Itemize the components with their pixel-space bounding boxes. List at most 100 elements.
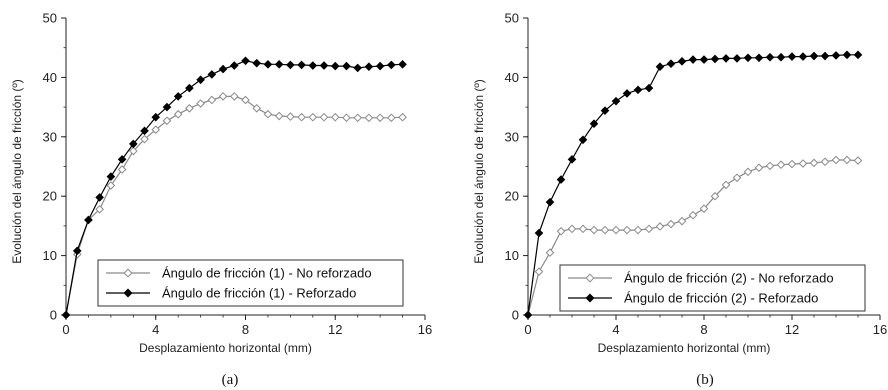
data-point bbox=[129, 146, 138, 156]
x-tick-label: 16 bbox=[418, 322, 432, 337]
legend-box bbox=[97, 259, 404, 307]
data-point bbox=[523, 310, 533, 320]
legend: Ángulo de fricción (2) - No reforzado Áng… bbox=[559, 264, 866, 312]
data-point bbox=[556, 226, 566, 236]
data-point bbox=[666, 219, 676, 229]
data-point bbox=[633, 85, 643, 95]
legend-marker bbox=[585, 273, 595, 283]
data-point bbox=[353, 113, 362, 123]
data-point bbox=[207, 70, 217, 79]
y-tick-label: 50 bbox=[43, 11, 57, 26]
data-point bbox=[173, 92, 183, 101]
legend-box bbox=[559, 264, 866, 312]
data-point bbox=[666, 59, 676, 69]
series-2 bbox=[61, 56, 407, 320]
data-point bbox=[218, 92, 228, 101]
data-point bbox=[95, 204, 104, 214]
data-point bbox=[567, 224, 577, 234]
data-point bbox=[732, 54, 742, 63]
legend: Ángulo de fricción (1) - No reforzado Áng… bbox=[97, 259, 404, 307]
x-tick-label: 16 bbox=[873, 322, 887, 337]
data-point bbox=[185, 83, 194, 93]
data-point bbox=[162, 116, 172, 126]
data-point bbox=[776, 160, 786, 170]
data-point bbox=[274, 60, 284, 69]
data-point bbox=[84, 215, 93, 225]
x-tick-label: 12 bbox=[785, 322, 799, 337]
y-tick-label: 0 bbox=[50, 308, 57, 323]
data-point bbox=[721, 54, 731, 63]
data-point bbox=[787, 52, 797, 61]
data-point bbox=[95, 193, 104, 202]
data-point bbox=[611, 225, 621, 235]
legend-marker bbox=[123, 268, 133, 278]
x-tick-label: 8 bbox=[700, 322, 707, 337]
data-point bbox=[274, 111, 284, 121]
data-point bbox=[655, 222, 665, 231]
data-point bbox=[252, 58, 262, 68]
data-point bbox=[721, 180, 731, 190]
data-point bbox=[375, 113, 385, 123]
chart-panel-2: 0 4 8 12 16 0 10 20 30 40 50 Desplazamiento horizon… bbox=[472, 11, 887, 389]
series-1 bbox=[523, 155, 863, 320]
data-point bbox=[196, 75, 205, 85]
y-tick-label: 10 bbox=[505, 248, 519, 263]
chart-panel-1: 0 4 8 12 16 0 10 20 30 40 50 Desplazamiento horizon… bbox=[10, 11, 432, 389]
data-point bbox=[229, 92, 239, 101]
data-point bbox=[218, 64, 228, 74]
data-point bbox=[831, 51, 841, 60]
data-point bbox=[754, 53, 764, 63]
data-point bbox=[688, 55, 698, 64]
data-point bbox=[162, 102, 172, 112]
y-tick-label: 40 bbox=[43, 70, 57, 85]
y-axis-label: Evolución del ángulo de fricción (º) bbox=[10, 79, 24, 263]
data-point bbox=[677, 57, 687, 66]
data-point bbox=[241, 56, 250, 66]
data-point bbox=[286, 112, 295, 121]
data-point bbox=[263, 109, 273, 119]
data-point bbox=[853, 50, 863, 60]
data-point bbox=[600, 225, 610, 235]
data-point bbox=[798, 52, 808, 61]
data-point bbox=[173, 109, 183, 119]
x-tick-label: 4 bbox=[152, 322, 159, 337]
data-point bbox=[364, 62, 374, 72]
data-point bbox=[241, 95, 250, 105]
data-point bbox=[820, 157, 830, 167]
data-point bbox=[831, 155, 841, 165]
data-point bbox=[765, 161, 775, 171]
data-point bbox=[589, 225, 599, 235]
data-point bbox=[534, 267, 544, 276]
data-point bbox=[319, 61, 329, 70]
data-point bbox=[743, 53, 753, 63]
x-tick-label: 8 bbox=[242, 322, 249, 337]
data-point bbox=[611, 96, 621, 106]
data-point bbox=[308, 112, 318, 122]
data-point bbox=[207, 95, 217, 105]
data-point bbox=[644, 83, 654, 93]
y-tick-label: 30 bbox=[505, 129, 519, 144]
data-point bbox=[387, 113, 396, 123]
legend-marker bbox=[585, 293, 595, 303]
data-point bbox=[398, 60, 407, 69]
data-point bbox=[297, 60, 306, 70]
panel-caption: (b) bbox=[696, 372, 714, 388]
y-tick-label: 0 bbox=[512, 308, 519, 323]
data-point bbox=[798, 159, 808, 168]
data-point bbox=[342, 61, 351, 71]
data-point bbox=[699, 204, 709, 213]
y-tick-label: 20 bbox=[505, 189, 519, 204]
data-point bbox=[534, 228, 544, 238]
data-point bbox=[853, 156, 863, 165]
data-point bbox=[622, 225, 632, 235]
data-point bbox=[319, 112, 329, 122]
data-point bbox=[556, 175, 566, 184]
data-point bbox=[196, 99, 205, 108]
data-point bbox=[600, 106, 610, 115]
data-point bbox=[809, 51, 819, 61]
data-point bbox=[567, 155, 577, 164]
legend-marker bbox=[123, 288, 133, 298]
data-point bbox=[842, 155, 852, 165]
data-point bbox=[297, 112, 306, 122]
data-point bbox=[754, 163, 764, 172]
